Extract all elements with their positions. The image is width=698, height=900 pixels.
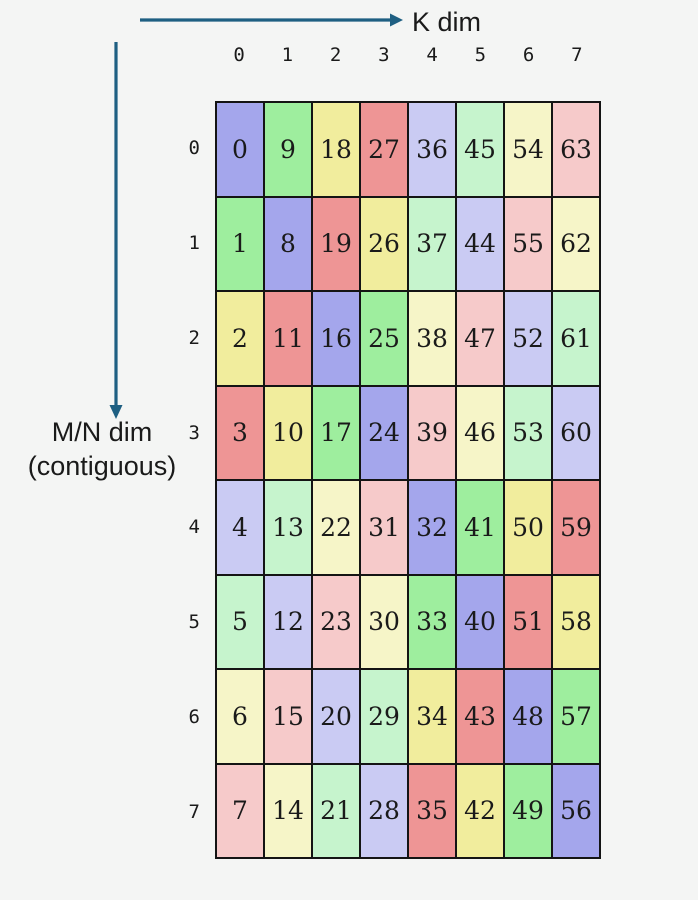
grid-cell: 24 [360,385,408,480]
grid-cell: 18 [312,102,360,197]
grid-cell: 51 [504,574,552,669]
grid-cell: 25 [360,291,408,386]
grid-cell: 54 [504,102,552,197]
grid-cell: 21 [312,763,360,858]
grid-cell: 60 [552,385,600,480]
swizzle-grid: 0 9 18 27 36 45 54 63 1 8 19 26 37 44 55 62 2 11 16 25 38 47 5… [215,101,601,859]
grid-cell: 10 [264,385,312,480]
col-header: 1 [281,44,294,66]
grid-cell: 43 [456,669,504,764]
grid-cell: 19 [312,196,360,291]
grid-cell: 39 [408,385,456,480]
col-header: 3 [378,44,390,66]
grid-cell: 26 [360,196,408,291]
grid-cell: 23 [312,574,360,669]
grid-cell: 17 [312,385,360,480]
grid-cell: 61 [552,291,600,386]
grid-cell: 0 [216,102,264,197]
col-header: 0 [233,44,245,66]
grid-cell: 33 [408,574,456,669]
grid-cell: 41 [456,480,504,575]
row-header: 7 [188,800,200,823]
mn-dim-label-line2: (contiguous) [27,451,177,481]
grid-cell: 37 [408,196,456,291]
grid-cell: 29 [360,669,408,764]
grid-cell: 46 [456,385,504,480]
grid-cell: 47 [456,291,504,386]
row-header: 2 [188,326,200,349]
mn-dim-label-line1: M/N dim [51,417,153,447]
grid-cell: 49 [504,763,552,858]
grid-cell: 48 [504,669,552,764]
grid-cell: 59 [552,480,600,575]
grid-cell: 58 [552,574,600,669]
grid-cell: 13 [264,480,312,575]
grid-cell: 28 [360,763,408,858]
col-header: 5 [474,44,487,66]
grid-cell: 12 [264,574,312,669]
row-header: 0 [188,137,200,160]
k-dim-arrow-icon [140,13,403,27]
grid-cell: 40 [456,574,504,669]
grid-cell: 32 [408,480,456,575]
grid-cell: 16 [312,291,360,386]
grid-cell: 42 [456,763,504,858]
k-dim-label: K dim [412,7,482,37]
col-header: 7 [571,44,583,66]
grid-cell: 35 [408,763,456,858]
grid-cell: 34 [408,669,456,764]
row-labels: 0 1 2 3 4 5 6 7 [162,101,204,859]
grid-cell: 4 [216,480,264,575]
grid-cell: 9 [264,102,312,197]
row-header: 6 [188,705,200,728]
grid-cell: 27 [360,102,408,197]
grid-cell: 5 [216,574,264,669]
grid-cell: 57 [552,669,600,764]
grid-cell: 44 [456,196,504,291]
row-header: 3 [188,421,200,444]
grid-cell: 6 [216,669,264,764]
grid-cell: 55 [504,196,552,291]
grid-cell: 1 [216,196,264,291]
grid-cell: 63 [552,102,600,197]
grid-cell: 31 [360,480,408,575]
row-header: 4 [188,516,200,539]
col-header: 6 [522,44,535,66]
mn-dim-arrow-icon [109,42,123,419]
col-header: 2 [329,44,342,66]
mn-dim-label: M/N dim (contiguous) [2,415,202,483]
grid-cell: 62 [552,196,600,291]
grid-cell: 20 [312,669,360,764]
col-header: 4 [426,44,438,66]
grid-cell: 50 [504,480,552,575]
grid-cell: 2 [216,291,264,386]
grid-cell: 11 [264,291,312,386]
grid-cell: 15 [264,669,312,764]
grid-cell: 14 [264,763,312,858]
grid-cell: 56 [552,763,600,858]
grid-cell: 38 [408,291,456,386]
grid-cell: 22 [312,480,360,575]
grid-cell: 45 [456,102,504,197]
grid-cell: 8 [264,196,312,291]
grid-cell: 52 [504,291,552,386]
grid-cell: 53 [504,385,552,480]
grid-cell: 7 [216,763,264,858]
grid-cell: 3 [216,385,264,480]
grid-cell: 36 [408,102,456,197]
row-header: 5 [188,611,200,634]
column-headers: 0 1 2 3 4 5 6 7 [215,44,601,70]
grid-cell: 30 [360,574,408,669]
row-header: 1 [188,232,200,255]
